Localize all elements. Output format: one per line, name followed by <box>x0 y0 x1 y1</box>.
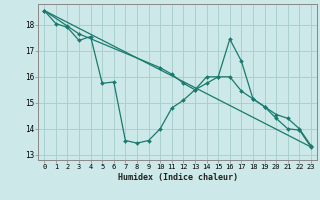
X-axis label: Humidex (Indice chaleur): Humidex (Indice chaleur) <box>118 173 238 182</box>
